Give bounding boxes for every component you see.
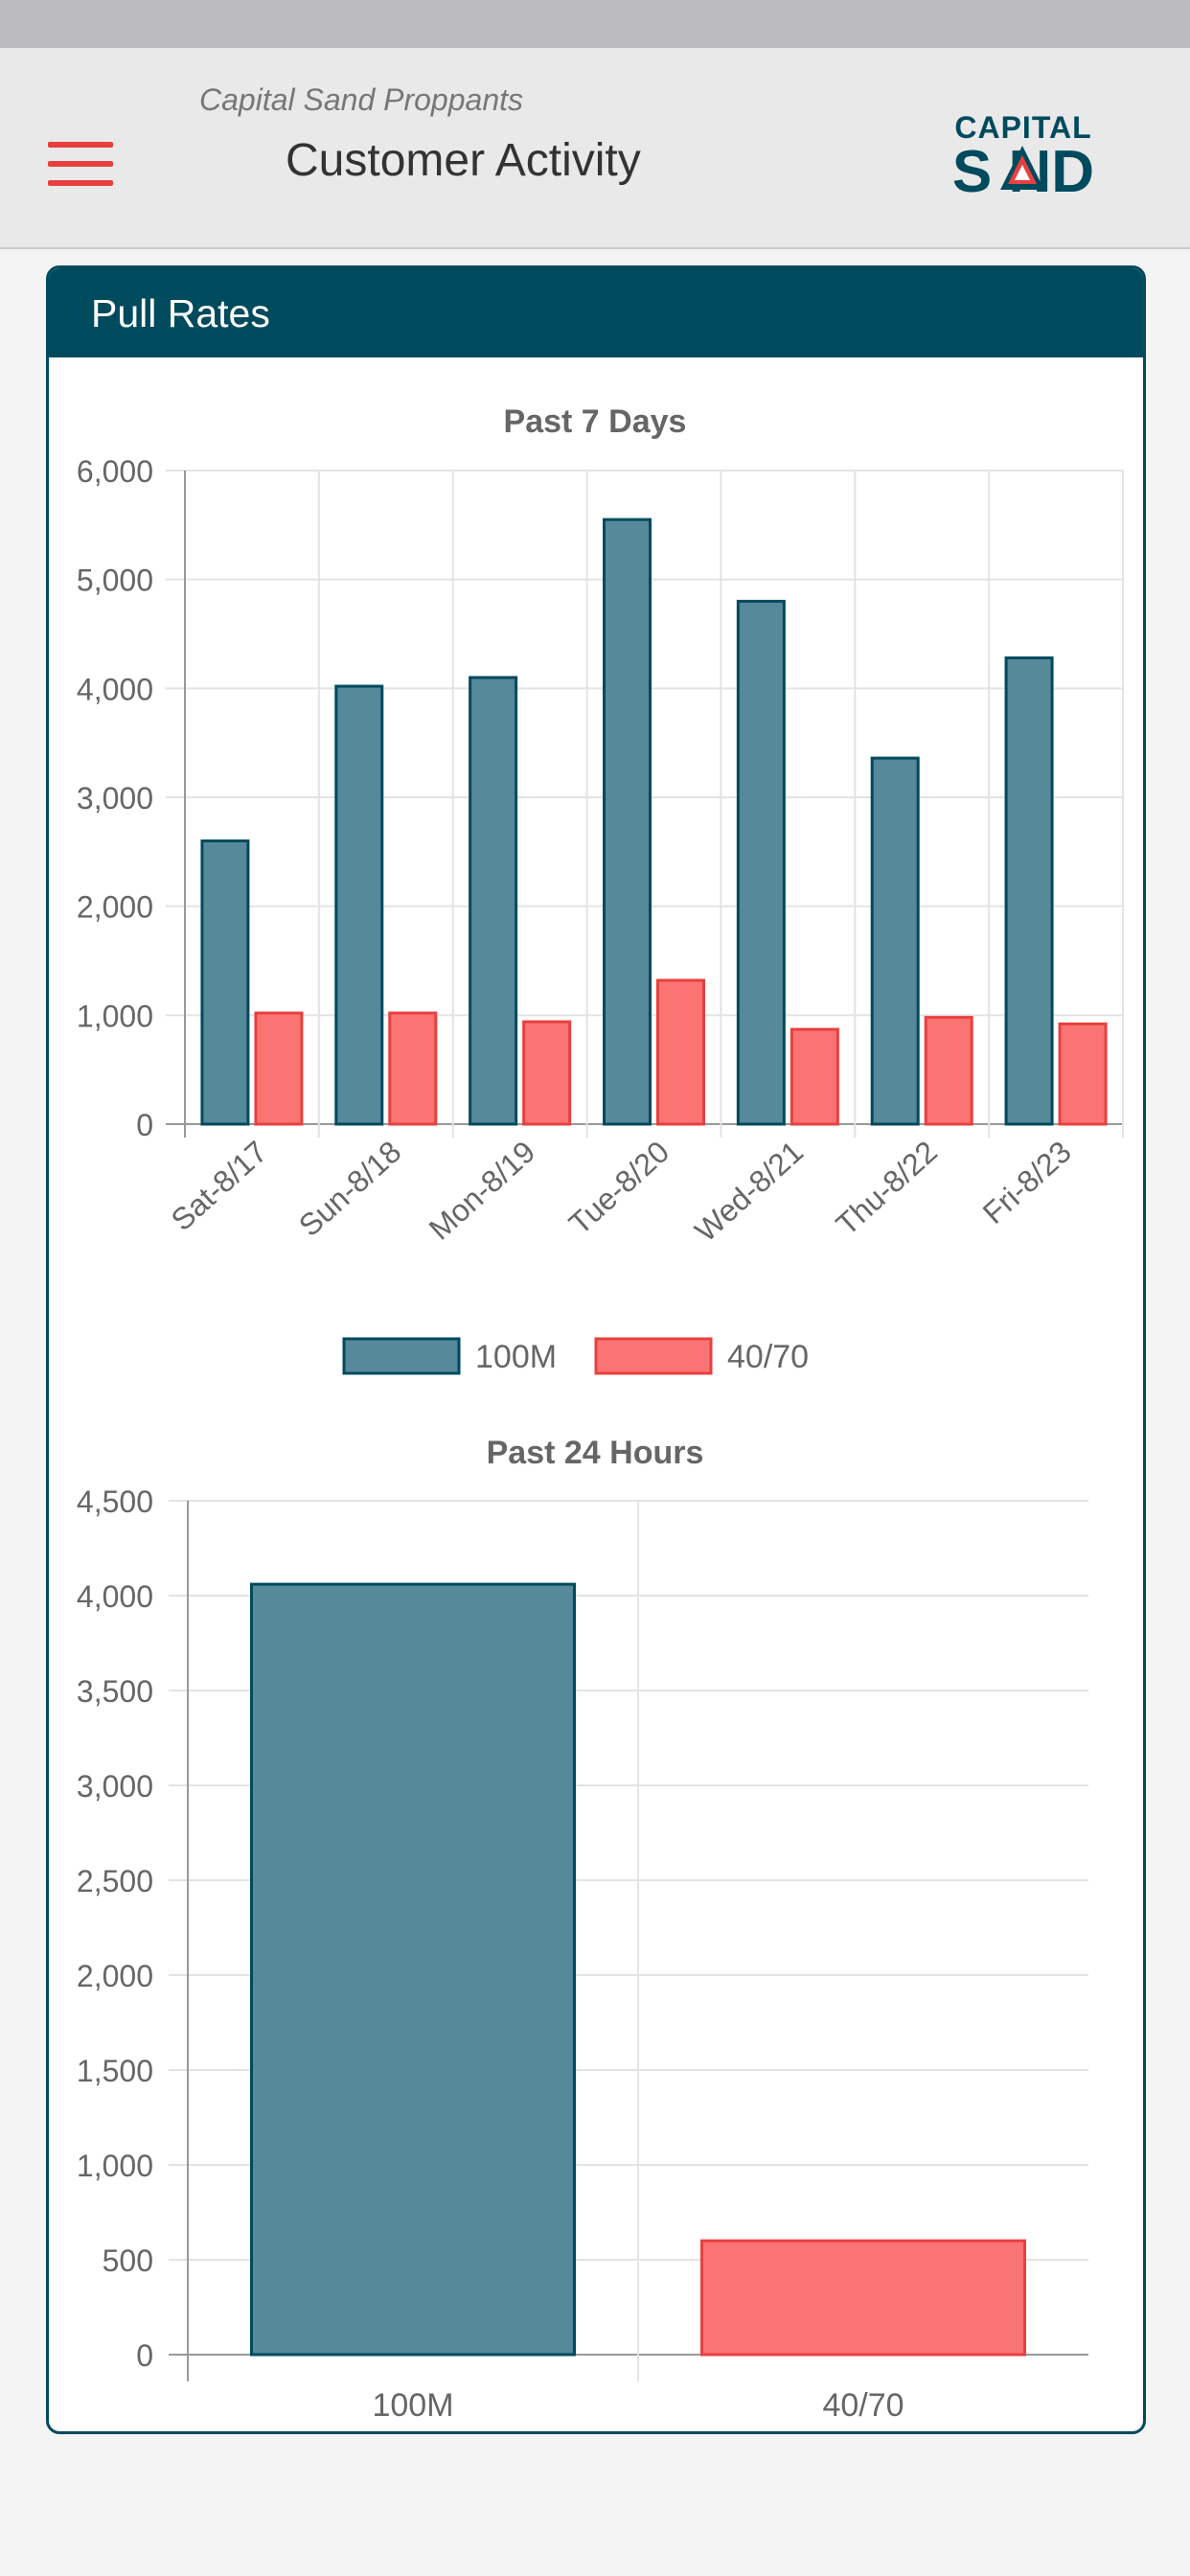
chart1-xtick-label: Sat-8/17 (165, 1134, 274, 1237)
chart2-ytick-label: 3,500 (77, 1674, 153, 1709)
card-title: Pull Rates (91, 291, 270, 335)
chart2-ytick-label: 1,500 (77, 2054, 153, 2088)
chart2-bar-4070 (700, 2239, 1026, 2357)
card-header: Pull Rates (49, 268, 1143, 357)
chart1-bar-100m (469, 676, 518, 1126)
chart1-xtick-label: Tue-8/20 (562, 1134, 675, 1241)
chart2-xtick-label: 100M (372, 2387, 453, 2424)
chart1-bar-4070 (790, 1027, 839, 1126)
chart1-bar-4070 (254, 1011, 304, 1126)
chart1-ytick-label: 1,000 (77, 999, 153, 1033)
chart1-ytick-label: 2,000 (77, 890, 153, 925)
chart1-bar-100m (870, 756, 920, 1126)
chart1-title: Past 7 Days (504, 403, 687, 440)
app-header: Capital Sand Proppants Customer Activity… (0, 48, 1190, 249)
chart2-bar-100m (250, 1582, 576, 2357)
chart2-ytick-label: 2,500 (77, 1864, 153, 1898)
chart1-bar-100m (736, 599, 786, 1126)
legend-swatch-4070 (594, 1337, 713, 1375)
chart1-ytick-label: 3,000 (77, 781, 153, 816)
chart2-title: Past 24 Hours (487, 1435, 704, 1471)
chart1-bar-100m (1004, 656, 1054, 1126)
chart2-ytick-label: 500 (103, 2243, 153, 2278)
chart1-bar-4070 (924, 1016, 973, 1126)
chart2-ytick-label: 1,000 (77, 2149, 153, 2183)
chart2-ytick-label: 4,000 (77, 1579, 153, 1614)
legend-label-4070: 40/70 (727, 1339, 809, 1375)
chart1-ytick-label: 5,000 (77, 564, 153, 598)
status-bar (0, 0, 1190, 48)
chart1-xtick-label: Mon-8/19 (423, 1134, 542, 1246)
chart1-xtick-label: Fri-8/23 (976, 1134, 1078, 1230)
chart1-bar-4070 (656, 978, 705, 1126)
logo-text-top: CAPITAL (954, 110, 1091, 145)
chart2-ytick-label: 0 (136, 2338, 153, 2373)
chart1-ytick-label: 6,000 (77, 454, 153, 489)
chart1-ytick-label: 4,000 (77, 672, 153, 706)
chart2-ytick-label: 2,000 (77, 1959, 153, 1993)
company-subtitle: Capital Sand Proppants (199, 82, 523, 117)
page-title: Customer Activity (286, 135, 641, 186)
capital-sand-logo: CAPITAL S ND (952, 110, 1094, 197)
chart1-ytick-label: 0 (136, 1108, 153, 1142)
chart1-bar-100m (603, 518, 652, 1126)
chart1-xtick-label: Thu-8/22 (830, 1134, 944, 1241)
chart1-bar-4070 (388, 1011, 438, 1126)
chart1-bar-100m (200, 839, 250, 1126)
hamburger-menu-icon[interactable] (48, 142, 113, 186)
chart2-ytick-label: 3,000 (77, 1769, 153, 1804)
chart1-xtick-label: Sun-8/18 (292, 1134, 408, 1243)
legend-swatch-100m (342, 1337, 461, 1375)
chart1-bar-4070 (1058, 1022, 1108, 1126)
chart2-xtick-label: 40/70 (822, 2387, 904, 2424)
chart1-xtick-label: Wed-8/21 (688, 1134, 810, 1248)
legend-label-100m: 100M (475, 1339, 557, 1375)
chart2-ytick-label: 4,500 (77, 1484, 153, 1519)
chart1-bar-100m (334, 684, 384, 1126)
chart1-bar-4070 (522, 1020, 572, 1126)
